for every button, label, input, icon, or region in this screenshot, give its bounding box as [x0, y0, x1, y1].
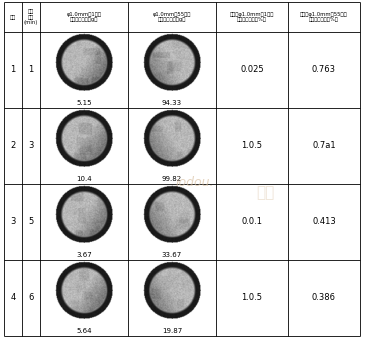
Text: 5: 5 — [29, 217, 34, 227]
Text: 0.763: 0.763 — [312, 66, 336, 74]
Text: 筛分时φ1.0mm（55目）
筛子筛底占比（%）: 筛分时φ1.0mm（55目） 筛子筛底占比（%） — [300, 12, 348, 22]
Text: 筛分时φ1.0mm（1目）
筛子筛底占比（%）: 筛分时φ1.0mm（1目） 筛子筛底占比（%） — [230, 12, 274, 22]
Text: 0.0.1: 0.0.1 — [242, 217, 262, 227]
Text: 3: 3 — [28, 142, 34, 150]
Text: 4: 4 — [10, 293, 15, 303]
Text: 5.64: 5.64 — [76, 328, 92, 334]
Text: 0.413: 0.413 — [312, 217, 336, 227]
Text: 1.0.5: 1.0.5 — [242, 142, 262, 150]
Text: 0.025: 0.025 — [240, 66, 264, 74]
Text: 99.82: 99.82 — [162, 176, 182, 182]
Text: 6: 6 — [28, 293, 34, 303]
Text: 2: 2 — [10, 142, 15, 150]
Text: 0.7a1: 0.7a1 — [312, 142, 336, 150]
Text: 33.67: 33.67 — [162, 252, 182, 258]
Text: 3.67: 3.67 — [76, 252, 92, 258]
Text: 94.33: 94.33 — [162, 100, 182, 106]
Text: 编号: 编号 — [10, 14, 16, 19]
Text: 0.386: 0.386 — [312, 293, 336, 303]
Text: iodou.: iodou. — [176, 176, 214, 190]
Text: 1: 1 — [10, 66, 15, 74]
Text: 3: 3 — [10, 217, 16, 227]
Text: φ1.0mm（55目）
筛子筛底质量（g）: φ1.0mm（55目） 筛子筛底质量（g） — [153, 12, 191, 22]
Text: φ1.0mm（1目）
筛子筛底质量（g）: φ1.0mm（1目） 筛子筛底质量（g） — [66, 12, 102, 22]
Text: 筛子
时间
(min): 筛子 时间 (min) — [24, 9, 38, 25]
Text: 1.0.5: 1.0.5 — [242, 293, 262, 303]
Text: 研狗: 研狗 — [256, 185, 274, 201]
Text: 5.15: 5.15 — [76, 100, 92, 106]
Text: 10.4: 10.4 — [76, 176, 92, 182]
Text: 1: 1 — [29, 66, 34, 74]
Text: 19.87: 19.87 — [162, 328, 182, 334]
